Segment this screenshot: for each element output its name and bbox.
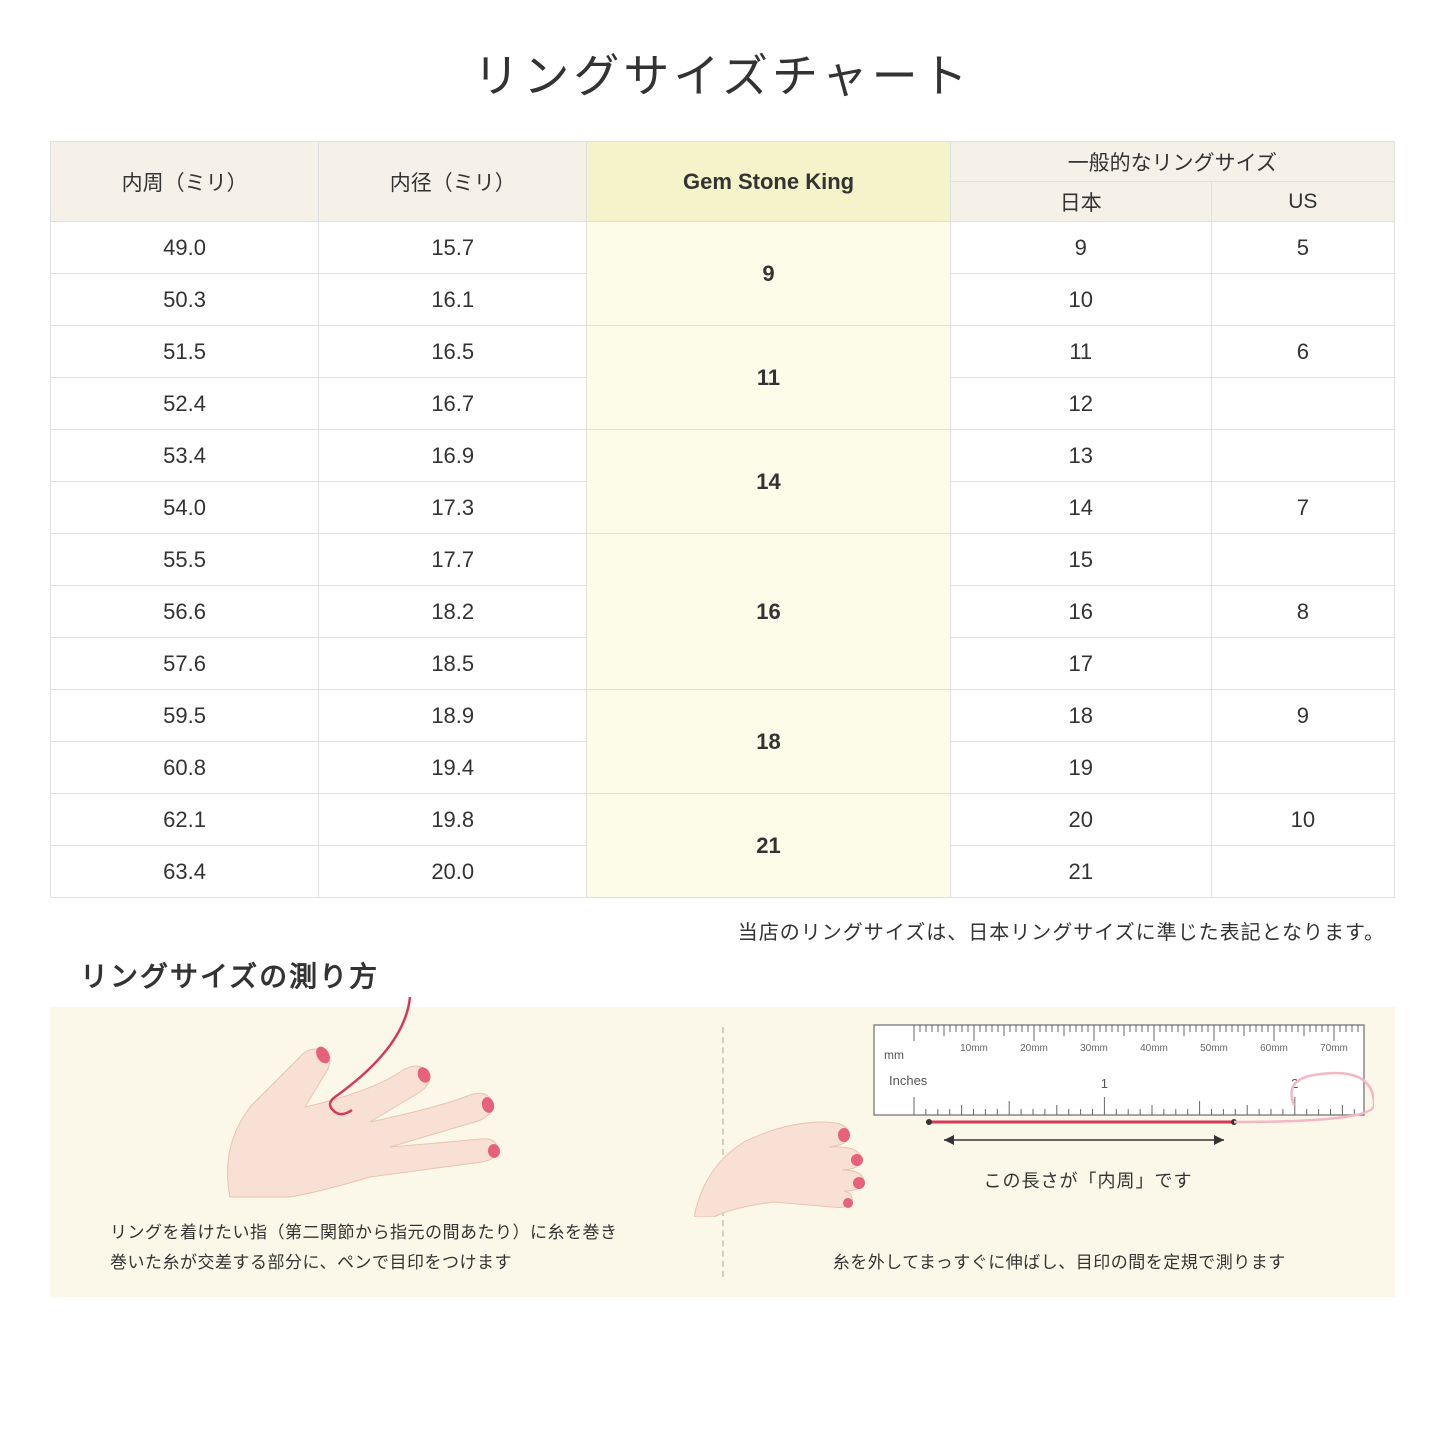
cell-diameter: 20.0 [319,846,587,898]
svg-text:1: 1 [1100,1076,1107,1091]
cell-us: 5 [1211,222,1394,274]
cell-us [1211,846,1394,898]
cell-japan: 9 [950,222,1211,274]
cell-us: 7 [1211,482,1394,534]
cell-diameter: 19.8 [319,794,587,846]
cell-gsk: 9 [587,222,950,326]
svg-text:70mm: 70mm [1320,1043,1348,1054]
th-general: 一般的なリングサイズ [950,142,1394,182]
cell-japan: 11 [950,326,1211,378]
cell-japan: 12 [950,378,1211,430]
cell-japan: 18 [950,690,1211,742]
cell-japan: 20 [950,794,1211,846]
cell-diameter: 16.7 [319,378,587,430]
th-circumference: 内周（ミリ） [51,142,319,222]
svg-text:30mm: 30mm [1080,1043,1108,1054]
cell-japan: 15 [950,534,1211,586]
cell-circumference: 54.0 [51,482,319,534]
cell-circumference: 63.4 [51,846,319,898]
cell-japan: 10 [950,274,1211,326]
th-gsk: Gem Stone King [587,142,950,222]
cell-circumference: 56.6 [51,586,319,638]
svg-text:Inches: Inches [889,1073,928,1088]
cell-japan: 16 [950,586,1211,638]
cell-diameter: 17.7 [319,534,587,586]
cell-gsk: 14 [587,430,950,534]
cell-diameter: 16.5 [319,326,587,378]
cell-us [1211,274,1394,326]
howto-step-1: リングを着けたい指（第二関節から指元の間あたり）に糸を巻き 巻いた糸が交差する部… [50,1007,722,1297]
howto-step-2: 10mm20mm30mm40mm50mm60mm70mm12 mm Inches… [724,1007,1396,1297]
howto-title: リングサイズの測り方 [80,955,1395,995]
cell-circumference: 53.4 [51,430,319,482]
svg-text:mm: mm [884,1048,904,1062]
cell-us [1211,430,1394,482]
cell-diameter: 18.5 [319,638,587,690]
cell-circumference: 52.4 [51,378,319,430]
ruler-length-label: この長さが「内周」です [984,1167,1193,1193]
cell-us: 9 [1211,690,1394,742]
ruler-illustration: 10mm20mm30mm40mm50mm60mm70mm12 mm Inches [814,1015,1374,1155]
cell-diameter: 18.2 [319,586,587,638]
cell-us [1211,534,1394,586]
cell-japan: 17 [950,638,1211,690]
cell-circumference: 62.1 [51,794,319,846]
svg-text:10mm: 10mm [960,1043,988,1054]
cell-us: 8 [1211,586,1394,638]
cell-japan: 21 [950,846,1211,898]
th-us: US [1211,182,1394,222]
cell-circumference: 50.3 [51,274,319,326]
cell-diameter: 16.9 [319,430,587,482]
cell-gsk: 21 [587,794,950,898]
cell-circumference: 55.5 [51,534,319,586]
table-row: 59.518.918189 [51,690,1395,742]
cell-japan: 19 [950,742,1211,794]
table-row: 55.517.71615 [51,534,1395,586]
page-title: リングサイズチャート [50,40,1395,106]
cell-circumference: 59.5 [51,690,319,742]
cell-us [1211,742,1394,794]
cell-diameter: 15.7 [319,222,587,274]
cell-circumference: 57.6 [51,638,319,690]
cell-gsk: 18 [587,690,950,794]
th-japan: 日本 [950,182,1211,222]
howto-panel: リングを着けたい指（第二関節から指元の間あたり）に糸を巻き 巻いた糸が交差する部… [50,1007,1395,1297]
cell-japan: 14 [950,482,1211,534]
step1-caption: リングを着けたい指（第二関節から指元の間あたり）に糸を巻き 巻いた糸が交差する部… [110,1218,692,1279]
hand-hold-illustration [694,1067,894,1217]
cell-diameter: 19.4 [319,742,587,794]
cell-gsk: 16 [587,534,950,690]
cell-circumference: 60.8 [51,742,319,794]
cell-us [1211,378,1394,430]
table-row: 53.416.91413 [51,430,1395,482]
th-diameter: 内径（ミリ） [319,142,587,222]
table-row: 49.015.7995 [51,222,1395,274]
table-row: 51.516.511116 [51,326,1395,378]
table-note: 当店のリングサイズは、日本リングサイズに準じた表記となります。 [50,916,1385,945]
ring-size-table: 内周（ミリ） 内径（ミリ） Gem Stone King 一般的なリングサイズ … [50,141,1395,898]
cell-us: 6 [1211,326,1394,378]
cell-japan: 13 [950,430,1211,482]
step2-caption: 糸を外してまっすぐに伸ばし、目印の間を定規で測ります [724,1248,1396,1279]
cell-gsk: 11 [587,326,950,430]
svg-text:40mm: 40mm [1140,1043,1168,1054]
table-row: 62.119.8212010 [51,794,1395,846]
cell-circumference: 49.0 [51,222,319,274]
cell-circumference: 51.5 [51,326,319,378]
svg-text:60mm: 60mm [1260,1043,1288,1054]
cell-us: 10 [1211,794,1394,846]
cell-us [1211,638,1394,690]
svg-text:20mm: 20mm [1020,1043,1048,1054]
cell-diameter: 16.1 [319,274,587,326]
cell-diameter: 18.9 [319,690,587,742]
svg-text:50mm: 50mm [1200,1043,1228,1054]
cell-diameter: 17.3 [319,482,587,534]
hand-wrap-illustration [170,997,590,1207]
